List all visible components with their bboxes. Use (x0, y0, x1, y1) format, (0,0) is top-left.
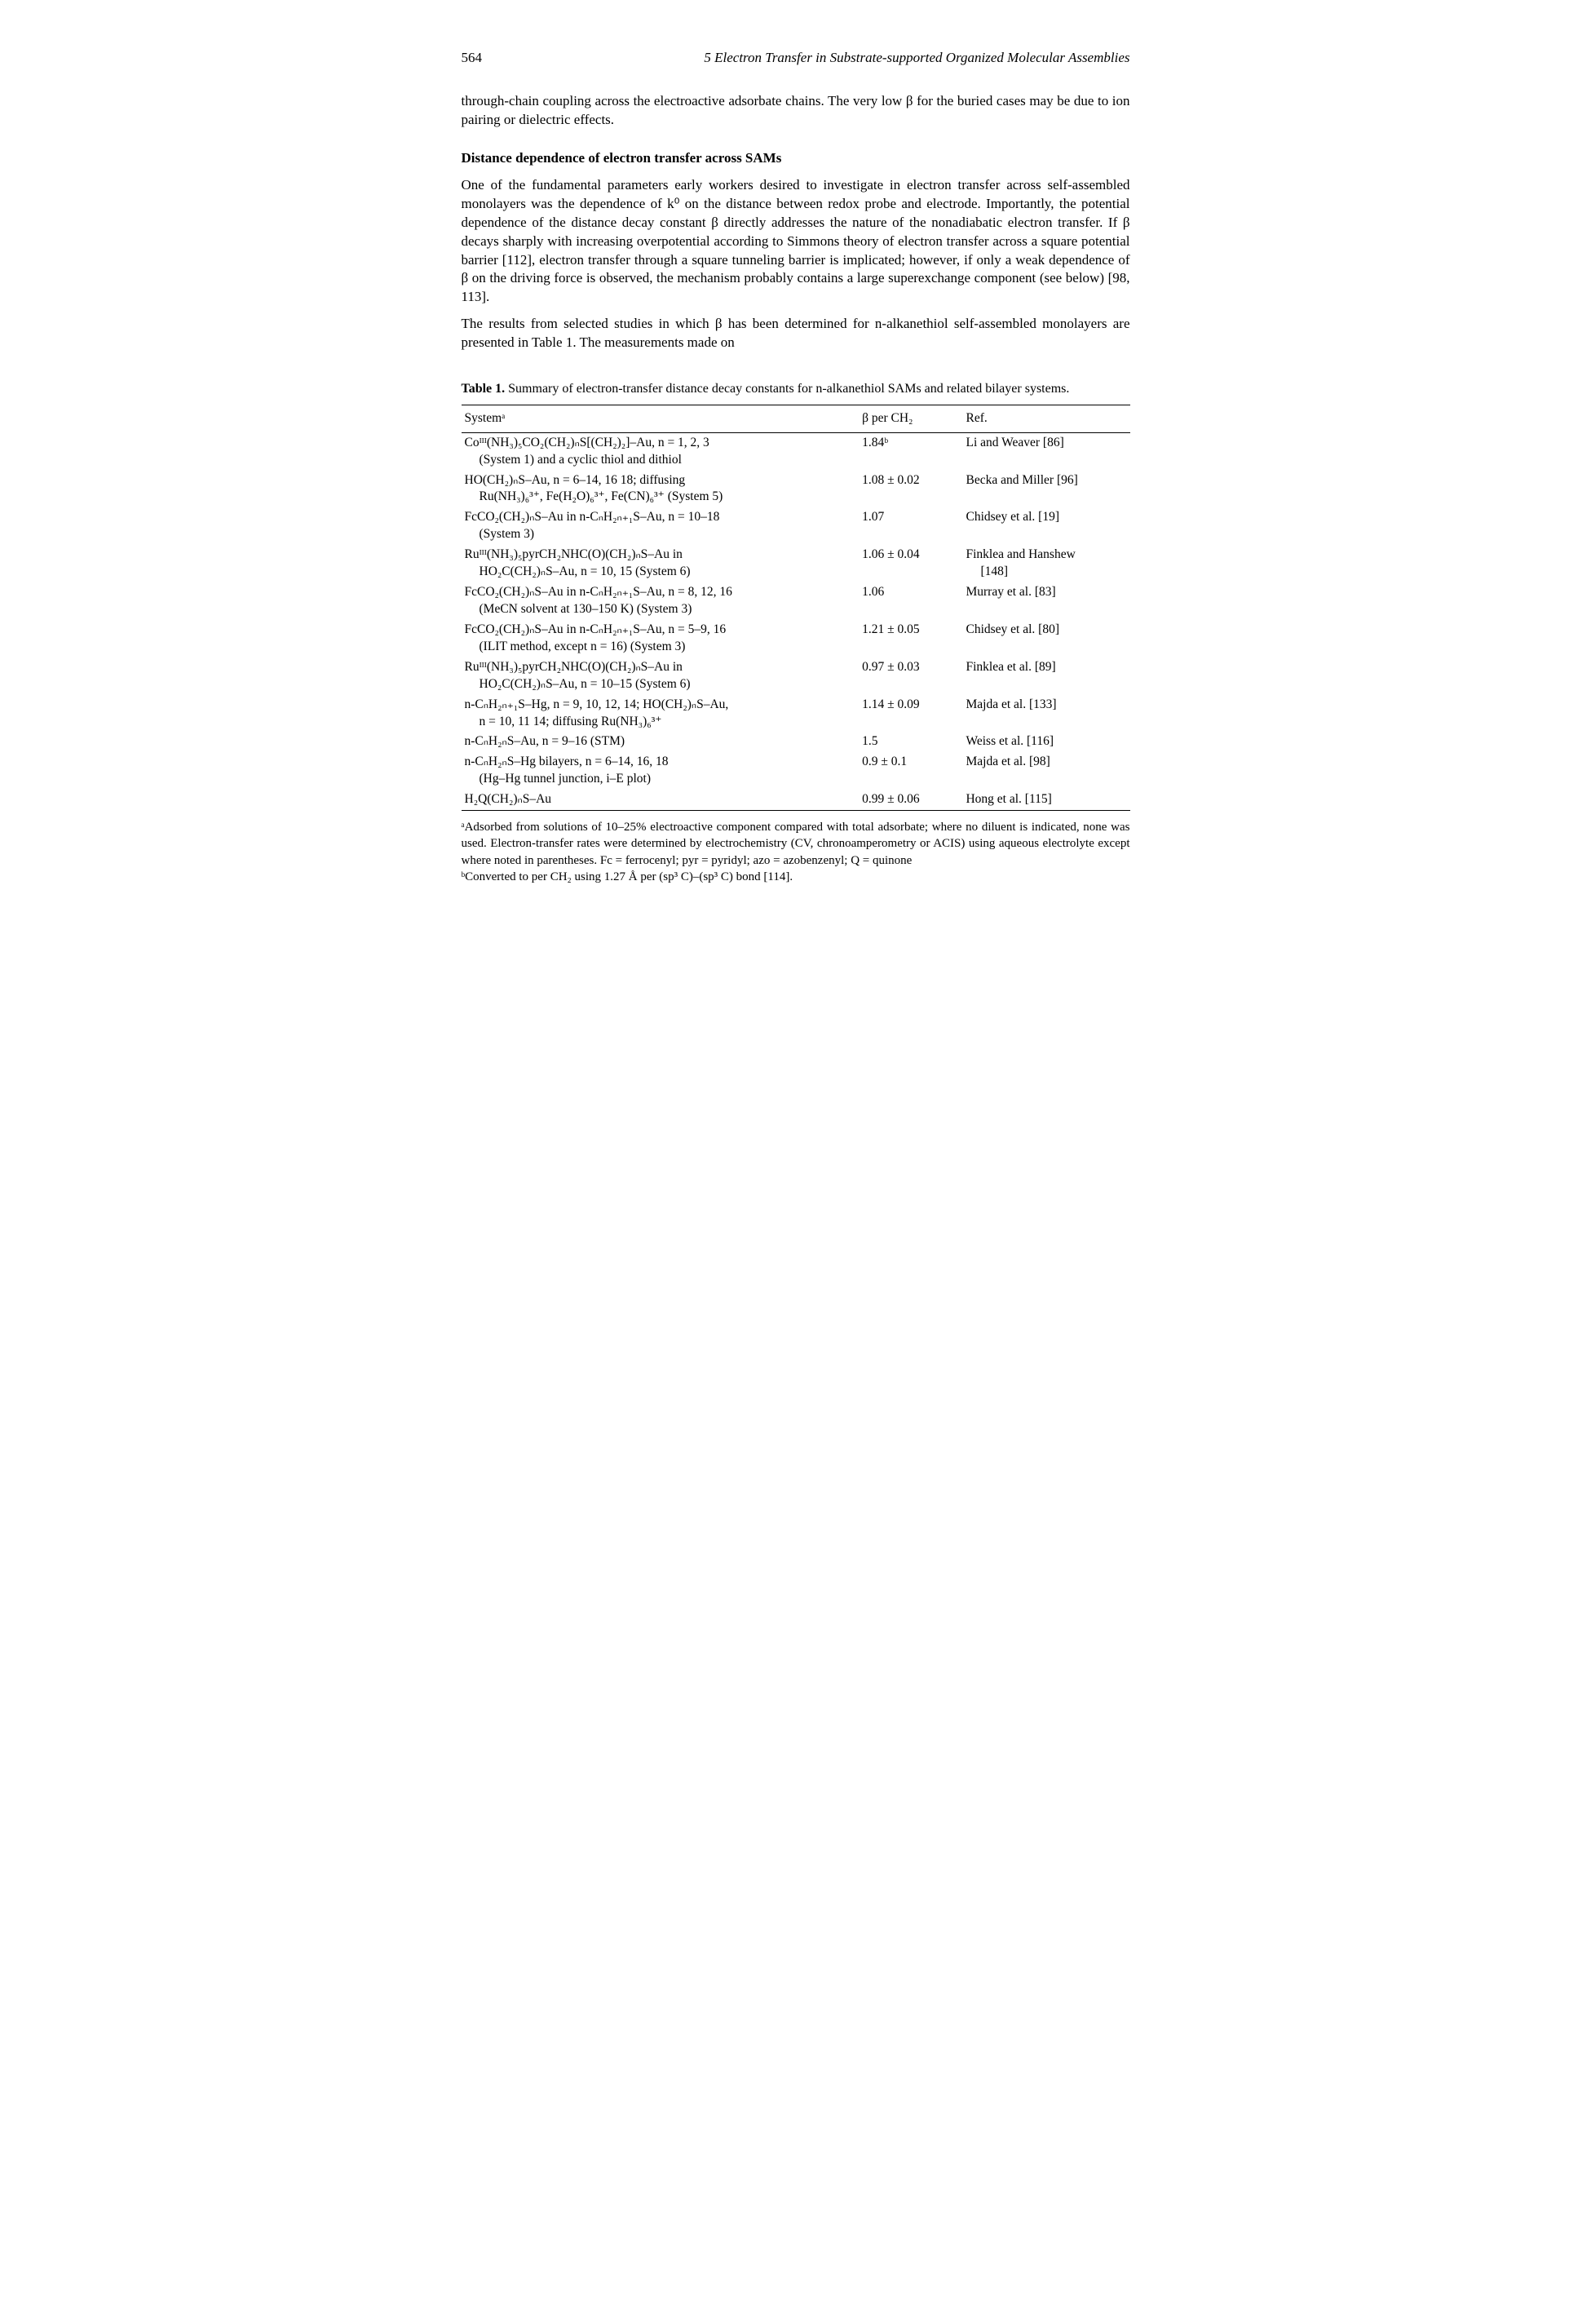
cell-system: n-CₙH₂ₙS–Au, n = 9–16 (STM) (462, 732, 850, 752)
table-row: Ruᴵᴵᴵ(NH₃)₅pyrCH₂NHC(O)(CH₂)ₙS–Au inHO₂C… (462, 545, 1130, 582)
table-row: FcCO₂(CH₂)ₙS–Au in n-CₙH₂ₙ₊₁S–Au, n = 10… (462, 507, 1130, 545)
cell-ref: Weiss et al. [116] (962, 732, 1129, 752)
cell-ref: Finklea et al. [89] (962, 657, 1129, 695)
table-caption: Table 1. Summary of electron-transfer di… (462, 380, 1130, 398)
paragraph-body: One of the fundamental parameters early … (462, 176, 1130, 308)
table-row: Coᴵᴵᴵ(NH₃)₅CO₂(CH₂)ₙS[(CH₂)₂]–Au, n = 1,… (462, 432, 1130, 470)
cell-beta: 1.07 (849, 507, 962, 545)
table-caption-text: Summary of electron-transfer distance de… (505, 382, 1069, 396)
paragraph-lead: through-chain coupling across the electr… (462, 92, 1130, 130)
cell-beta: 1.21 ± 0.05 (849, 620, 962, 657)
cell-ref: Murray et al. [83] (962, 582, 1129, 620)
cell-ref: Li and Weaver [86] (962, 432, 1129, 470)
cell-ref: Finklea and Hanshew[148] (962, 545, 1129, 582)
table-row: FcCO₂(CH₂)ₙS–Au in n-CₙH₂ₙ₊₁S–Au, n = 5–… (462, 620, 1130, 657)
table-row: HO(CH₂)ₙS–Au, n = 6–14, 16 18; diffusing… (462, 471, 1130, 508)
cell-system: FcCO₂(CH₂)ₙS–Au in n-CₙH₂ₙ₊₁S–Au, n = 8,… (462, 582, 850, 620)
cell-system: HO(CH₂)ₙS–Au, n = 6–14, 16 18; diffusing… (462, 471, 850, 508)
col-header-ref: Ref. (962, 405, 1129, 432)
col-header-beta: β per CH₂ (849, 405, 962, 432)
cell-system: n-CₙH₂ₙS–Hg bilayers, n = 6–14, 16, 18(H… (462, 752, 850, 790)
section-heading: Distance dependence of electron transfer… (462, 149, 1130, 168)
cell-beta: 1.5 (849, 732, 962, 752)
page-number: 564 (462, 49, 483, 68)
cell-system: FcCO₂(CH₂)ₙS–Au in n-CₙH₂ₙ₊₁S–Au, n = 5–… (462, 620, 850, 657)
cell-ref: Chidsey et al. [19] (962, 507, 1129, 545)
cell-beta: 0.9 ± 0.1 (849, 752, 962, 790)
footnote-a: ᵃAdsorbed from solutions of 10–25% elect… (462, 819, 1130, 869)
col-header-system: Systemᵃ (462, 405, 850, 432)
paragraph-body: The results from selected studies in whi… (462, 315, 1130, 352)
decay-constants-table: Systemᵃ β per CH₂ Ref. Coᴵᴵᴵ(NH₃)₅CO₂(CH… (462, 405, 1130, 811)
table-row: n-CₙH₂ₙ₊₁S–Hg, n = 9, 10, 12, 14; HO(CH₂… (462, 695, 1130, 733)
table-row: n-CₙH₂ₙS–Hg bilayers, n = 6–14, 16, 18(H… (462, 752, 1130, 790)
cell-system: Coᴵᴵᴵ(NH₃)₅CO₂(CH₂)ₙS[(CH₂)₂]–Au, n = 1,… (462, 432, 850, 470)
cell-ref: Chidsey et al. [80] (962, 620, 1129, 657)
cell-ref: Becka and Miller [96] (962, 471, 1129, 508)
cell-system: Ruᴵᴵᴵ(NH₃)₅pyrCH₂NHC(O)(CH₂)ₙS–Au inHO₂C… (462, 657, 850, 695)
cell-ref: Majda et al. [98] (962, 752, 1129, 790)
cell-system: FcCO₂(CH₂)ₙS–Au in n-CₙH₂ₙ₊₁S–Au, n = 10… (462, 507, 850, 545)
cell-system: n-CₙH₂ₙ₊₁S–Hg, n = 9, 10, 12, 14; HO(CH₂… (462, 695, 850, 733)
table-row: FcCO₂(CH₂)ₙS–Au in n-CₙH₂ₙ₊₁S–Au, n = 8,… (462, 582, 1130, 620)
page-header: 564 5 Electron Transfer in Substrate-sup… (462, 49, 1130, 68)
cell-beta: 1.06 (849, 582, 962, 620)
cell-ref: Majda et al. [133] (962, 695, 1129, 733)
cell-beta: 0.97 ± 0.03 (849, 657, 962, 695)
cell-beta: 1.08 ± 0.02 (849, 471, 962, 508)
table-row: H₂Q(CH₂)ₙS–Au0.99 ± 0.06Hong et al. [115… (462, 790, 1130, 810)
cell-beta: 0.99 ± 0.06 (849, 790, 962, 810)
cell-beta: 1.84ᵇ (849, 432, 962, 470)
table-row: n-CₙH₂ₙS–Au, n = 9–16 (STM)1.5Weiss et a… (462, 732, 1130, 752)
table-row: Ruᴵᴵᴵ(NH₃)₅pyrCH₂NHC(O)(CH₂)ₙS–Au inHO₂C… (462, 657, 1130, 695)
table-footnotes: ᵃAdsorbed from solutions of 10–25% elect… (462, 819, 1130, 885)
running-head: 5 Electron Transfer in Substrate-support… (704, 49, 1129, 68)
cell-beta: 1.06 ± 0.04 (849, 545, 962, 582)
cell-system: Ruᴵᴵᴵ(NH₃)₅pyrCH₂NHC(O)(CH₂)ₙS–Au inHO₂C… (462, 545, 850, 582)
cell-beta: 1.14 ± 0.09 (849, 695, 962, 733)
cell-ref: Hong et al. [115] (962, 790, 1129, 810)
footnote-b: ᵇConverted to per CH₂ using 1.27 Å per (… (462, 869, 1130, 885)
table-label: Table 1. (462, 382, 506, 396)
cell-system: H₂Q(CH₂)ₙS–Au (462, 790, 850, 810)
